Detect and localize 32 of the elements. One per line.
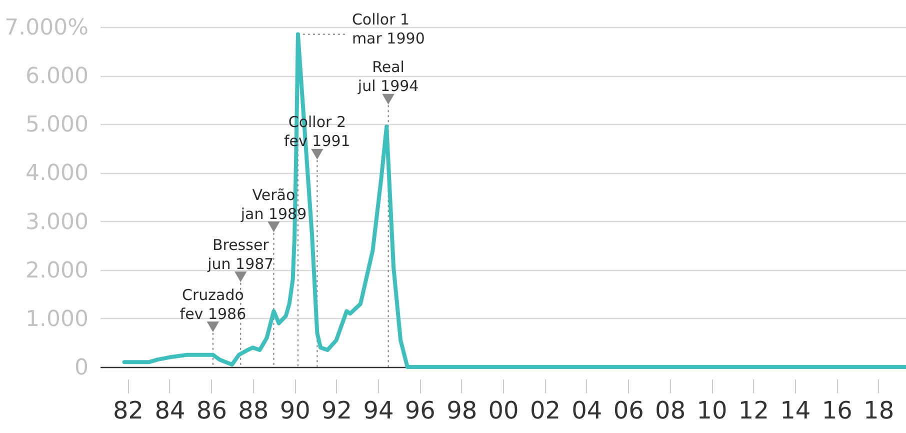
x-tick-label: 12 [738,396,769,424]
x-tick-label: 14 [780,396,811,424]
ref-line-label: Bresser jun 1987 [206,236,274,273]
x-tick-label: 90 [280,396,310,424]
x-tick-label: 18 [864,396,894,424]
x-tick-label: 08 [655,396,686,424]
line-series [122,32,906,369]
y-tick-label: 0 [74,356,88,380]
ref-line-label: Cruzado fev 1986 [180,286,246,323]
x-tick-label: 96 [404,396,436,424]
ref-line-label: Collor 1 mar 1990 [352,10,425,48]
y-tick-label: 4.000 [26,161,88,186]
x-tick-label: 16 [822,396,852,424]
x-tick-label: 84 [154,396,186,424]
x-tick-label: 04 [572,396,602,424]
y-tick-label: 6.000 [26,64,88,90]
x-tick-label: 00 [488,396,519,424]
ref-line-label: Real jul 1994 [356,58,419,96]
x-tick-label: 82 [113,396,144,424]
x-tick-label: 86 [196,396,227,424]
y-tick-label: 5.000 [26,112,88,138]
y-tick-label: 3.000 [26,210,88,235]
x-tick-label: 98 [446,396,478,424]
y-tick-label: 1.000 [26,306,88,332]
x-tick-label: 02 [530,396,561,424]
y-tick-label: 2.000 [26,258,88,284]
x-tick-label: 10 [696,396,728,424]
x-tick-label: 94 [363,396,394,424]
y-tick-label: 7.000% [4,16,88,40]
x-tick-label: 06 [613,396,644,424]
x-tick-label: 88 [238,396,269,424]
x-tick-label: 92 [321,396,352,424]
